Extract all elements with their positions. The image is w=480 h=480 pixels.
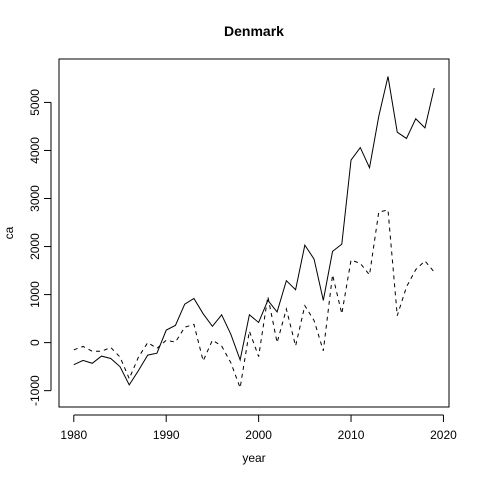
x-tick-label: 2020 bbox=[430, 428, 457, 442]
y-tick-label: 0 bbox=[28, 339, 42, 346]
series-layer bbox=[73, 76, 435, 390]
y-tick-label: 5000 bbox=[28, 89, 42, 116]
y-tick-label: 3000 bbox=[28, 185, 42, 212]
x-tick-label: 1990 bbox=[153, 428, 180, 442]
y-tick-label: -1000 bbox=[28, 375, 42, 406]
x-tick-label: 2000 bbox=[245, 428, 272, 442]
y-tick-label: 4000 bbox=[28, 137, 42, 164]
x-axis: 1980 1990 2000 2010 2020 bbox=[60, 414, 457, 442]
plot-frame bbox=[58, 58, 450, 408]
x-tick-label: 2010 bbox=[338, 428, 365, 442]
series-line-1 bbox=[73, 76, 435, 386]
chart-title: Denmark bbox=[224, 23, 284, 39]
x-tick-label: 1980 bbox=[60, 428, 87, 442]
x-axis-label: year bbox=[242, 451, 265, 465]
y-axis: -1000 0 1000 2000 3000 4000 5000 bbox=[28, 89, 52, 406]
y-tick-label: 2000 bbox=[28, 233, 42, 260]
y-tick-label: 1000 bbox=[28, 281, 42, 308]
y-axis-label: ca bbox=[2, 226, 16, 239]
series-line-2 bbox=[73, 209, 435, 390]
